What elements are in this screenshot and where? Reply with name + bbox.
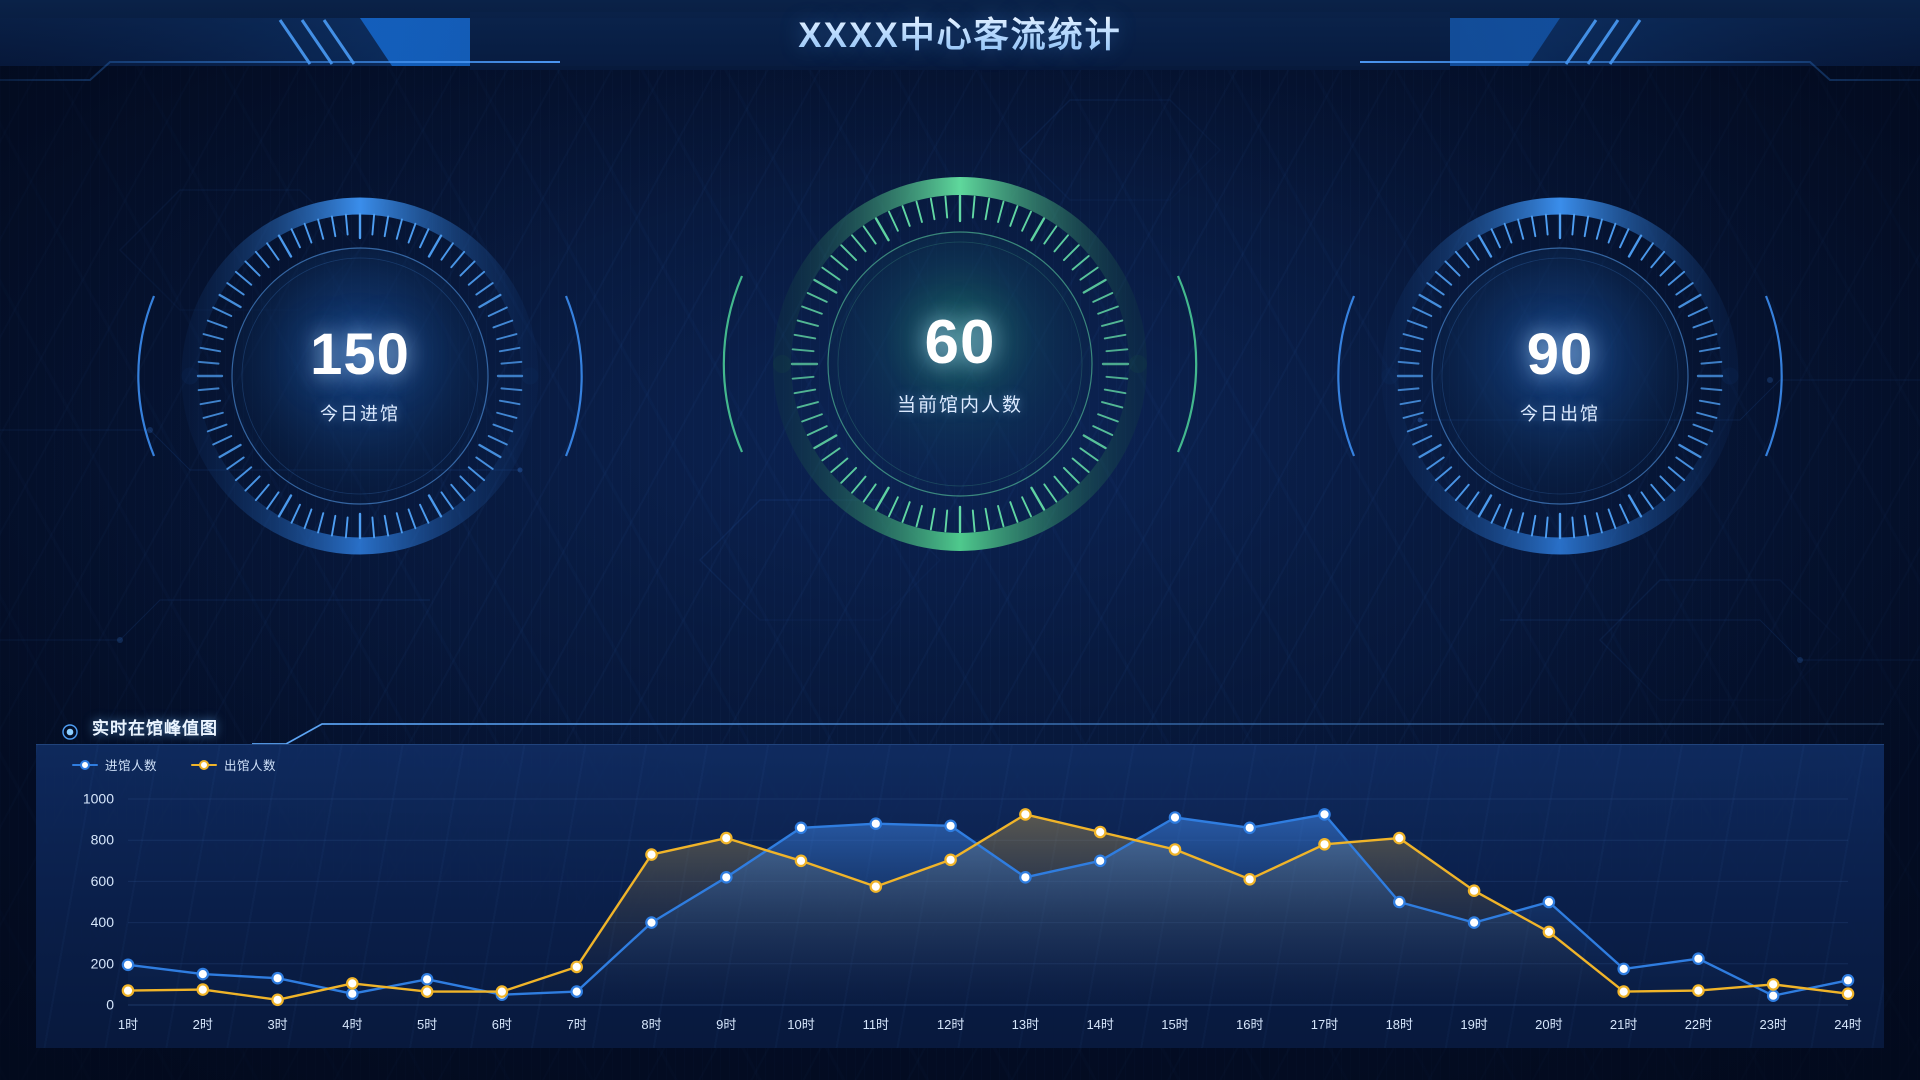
legend-marker-in xyxy=(72,759,98,770)
svg-text:12时: 12时 xyxy=(937,1017,964,1032)
svg-text:15时: 15时 xyxy=(1161,1017,1188,1032)
gauge-today-in: 150 今日进馆 xyxy=(130,146,590,606)
legend-label-out: 出馆人数 xyxy=(224,759,277,773)
chart-legend: 进馆人数 出馆人数 xyxy=(72,755,276,774)
gauge-today-out: 90 今日出馆 xyxy=(1330,146,1790,606)
svg-text:22时: 22时 xyxy=(1685,1017,1712,1032)
svg-text:800: 800 xyxy=(91,832,115,848)
svg-text:200: 200 xyxy=(91,955,115,971)
legend-label-in: 进馆人数 xyxy=(105,759,158,773)
svg-text:400: 400 xyxy=(91,914,115,930)
gauge-current-in-venue: 60 当前馆内人数 xyxy=(720,124,1200,604)
peak-chart-panel: 实时在馆峰值图 进馆人数 出馆人数 xyxy=(36,718,1884,1058)
svg-text:1000: 1000 xyxy=(83,791,114,807)
gauge-row: 150 今日进馆 xyxy=(0,86,1920,706)
svg-text:7时: 7时 xyxy=(567,1017,587,1032)
chart-areas xyxy=(128,814,1848,1005)
svg-text:6时: 6时 xyxy=(492,1017,512,1032)
header-decoration xyxy=(0,0,1920,81)
svg-text:13时: 13时 xyxy=(1012,1017,1039,1032)
svg-text:5时: 5时 xyxy=(417,1017,437,1032)
svg-text:2时: 2时 xyxy=(193,1017,213,1032)
page-title: XXXX中心客流统计 xyxy=(0,0,1920,64)
svg-text:8时: 8时 xyxy=(641,1017,661,1032)
svg-text:17时: 17时 xyxy=(1311,1017,1338,1032)
svg-text:18时: 18时 xyxy=(1386,1017,1413,1032)
gauge-today-out-graphic xyxy=(1337,197,1783,555)
svg-text:23时: 23时 xyxy=(1759,1017,1786,1032)
chart-area: 进馆人数 出馆人数 xyxy=(36,744,1884,1048)
svg-text:16时: 16时 xyxy=(1236,1017,1263,1032)
svg-text:0: 0 xyxy=(106,997,114,1013)
header: XXXX中心客流统计 xyxy=(0,0,1920,84)
chart-x-axis-labels: 1时 2时 3时 4时 5时 6时 7时 8时 9时 10时 11时 12时 13时 14时 15时 16时 1… xyxy=(118,1017,1862,1032)
svg-text:10时: 10时 xyxy=(787,1017,814,1032)
svg-text:3时: 3时 xyxy=(267,1017,287,1032)
legend-item-out[interactable]: 出馆人数 xyxy=(191,755,276,774)
legend-marker-out xyxy=(191,759,218,770)
panel-title: 实时在馆峰值图 xyxy=(92,719,218,738)
chart-y-axis-labels: 0 200 400 600 800 1000 xyxy=(83,791,114,1013)
svg-text:600: 600 xyxy=(91,873,115,889)
chart-lines xyxy=(126,813,1850,1001)
gauge-today-in-graphic xyxy=(137,197,583,555)
svg-text:14时: 14时 xyxy=(1086,1017,1113,1032)
chart-points xyxy=(121,808,1855,1007)
svg-text:4时: 4时 xyxy=(342,1017,362,1032)
svg-text:20时: 20时 xyxy=(1535,1017,1562,1032)
svg-text:1时: 1时 xyxy=(118,1017,138,1032)
legend-item-in[interactable]: 进馆人数 xyxy=(72,755,157,774)
svg-text:21时: 21时 xyxy=(1610,1017,1637,1032)
svg-text:9时: 9时 xyxy=(716,1017,736,1032)
svg-text:24时: 24时 xyxy=(1834,1017,1861,1032)
svg-text:19时: 19时 xyxy=(1460,1017,1487,1032)
svg-text:11时: 11时 xyxy=(863,1017,890,1032)
gauge-current-in-venue-graphic xyxy=(722,177,1198,551)
